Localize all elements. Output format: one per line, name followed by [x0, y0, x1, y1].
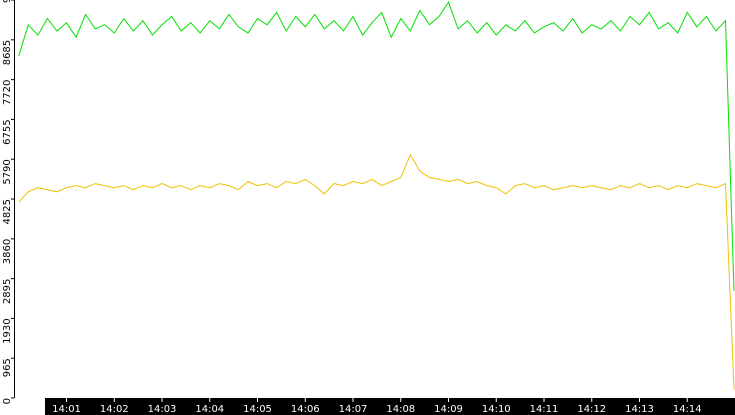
x-tick-label: 14:04: [195, 404, 224, 415]
x-axis-band: [45, 398, 735, 415]
x-tick-label: 14:01: [52, 404, 81, 415]
x-tick-label: 14:12: [577, 404, 606, 415]
x-tick-label: 14:02: [100, 404, 129, 415]
x-tick-label: 14:10: [482, 404, 511, 415]
x-tick-label: 14:13: [625, 404, 654, 415]
y-tick-label: 3860: [2, 239, 13, 264]
y-tick-label: 5790: [2, 159, 13, 184]
x-tick-label: 14:06: [291, 404, 320, 415]
series-line: [18, 0, 735, 291]
y-tick-label: 6755: [2, 119, 13, 144]
series-line: [18, 153, 735, 390]
y-tick-label: 7720: [2, 80, 13, 105]
x-tick-label: 14:03: [148, 404, 177, 415]
y-tick-label: 8685: [2, 40, 13, 65]
x-tick-label: 14:05: [243, 404, 272, 415]
y-tick-label: 4825: [2, 199, 13, 224]
y-tick-label: 965: [2, 358, 13, 377]
y-tick-label: 2895: [2, 279, 13, 304]
y-tick-label: 0: [2, 398, 13, 404]
x-tick-label: 14:11: [530, 404, 559, 415]
x-tick-label: 14:08: [386, 404, 415, 415]
x-tick-label: 14:07: [339, 404, 368, 415]
x-tick-label: 14:14: [673, 404, 702, 415]
x-tick-label: 14:09: [434, 404, 463, 415]
y-tick-label: 1930: [2, 318, 13, 343]
